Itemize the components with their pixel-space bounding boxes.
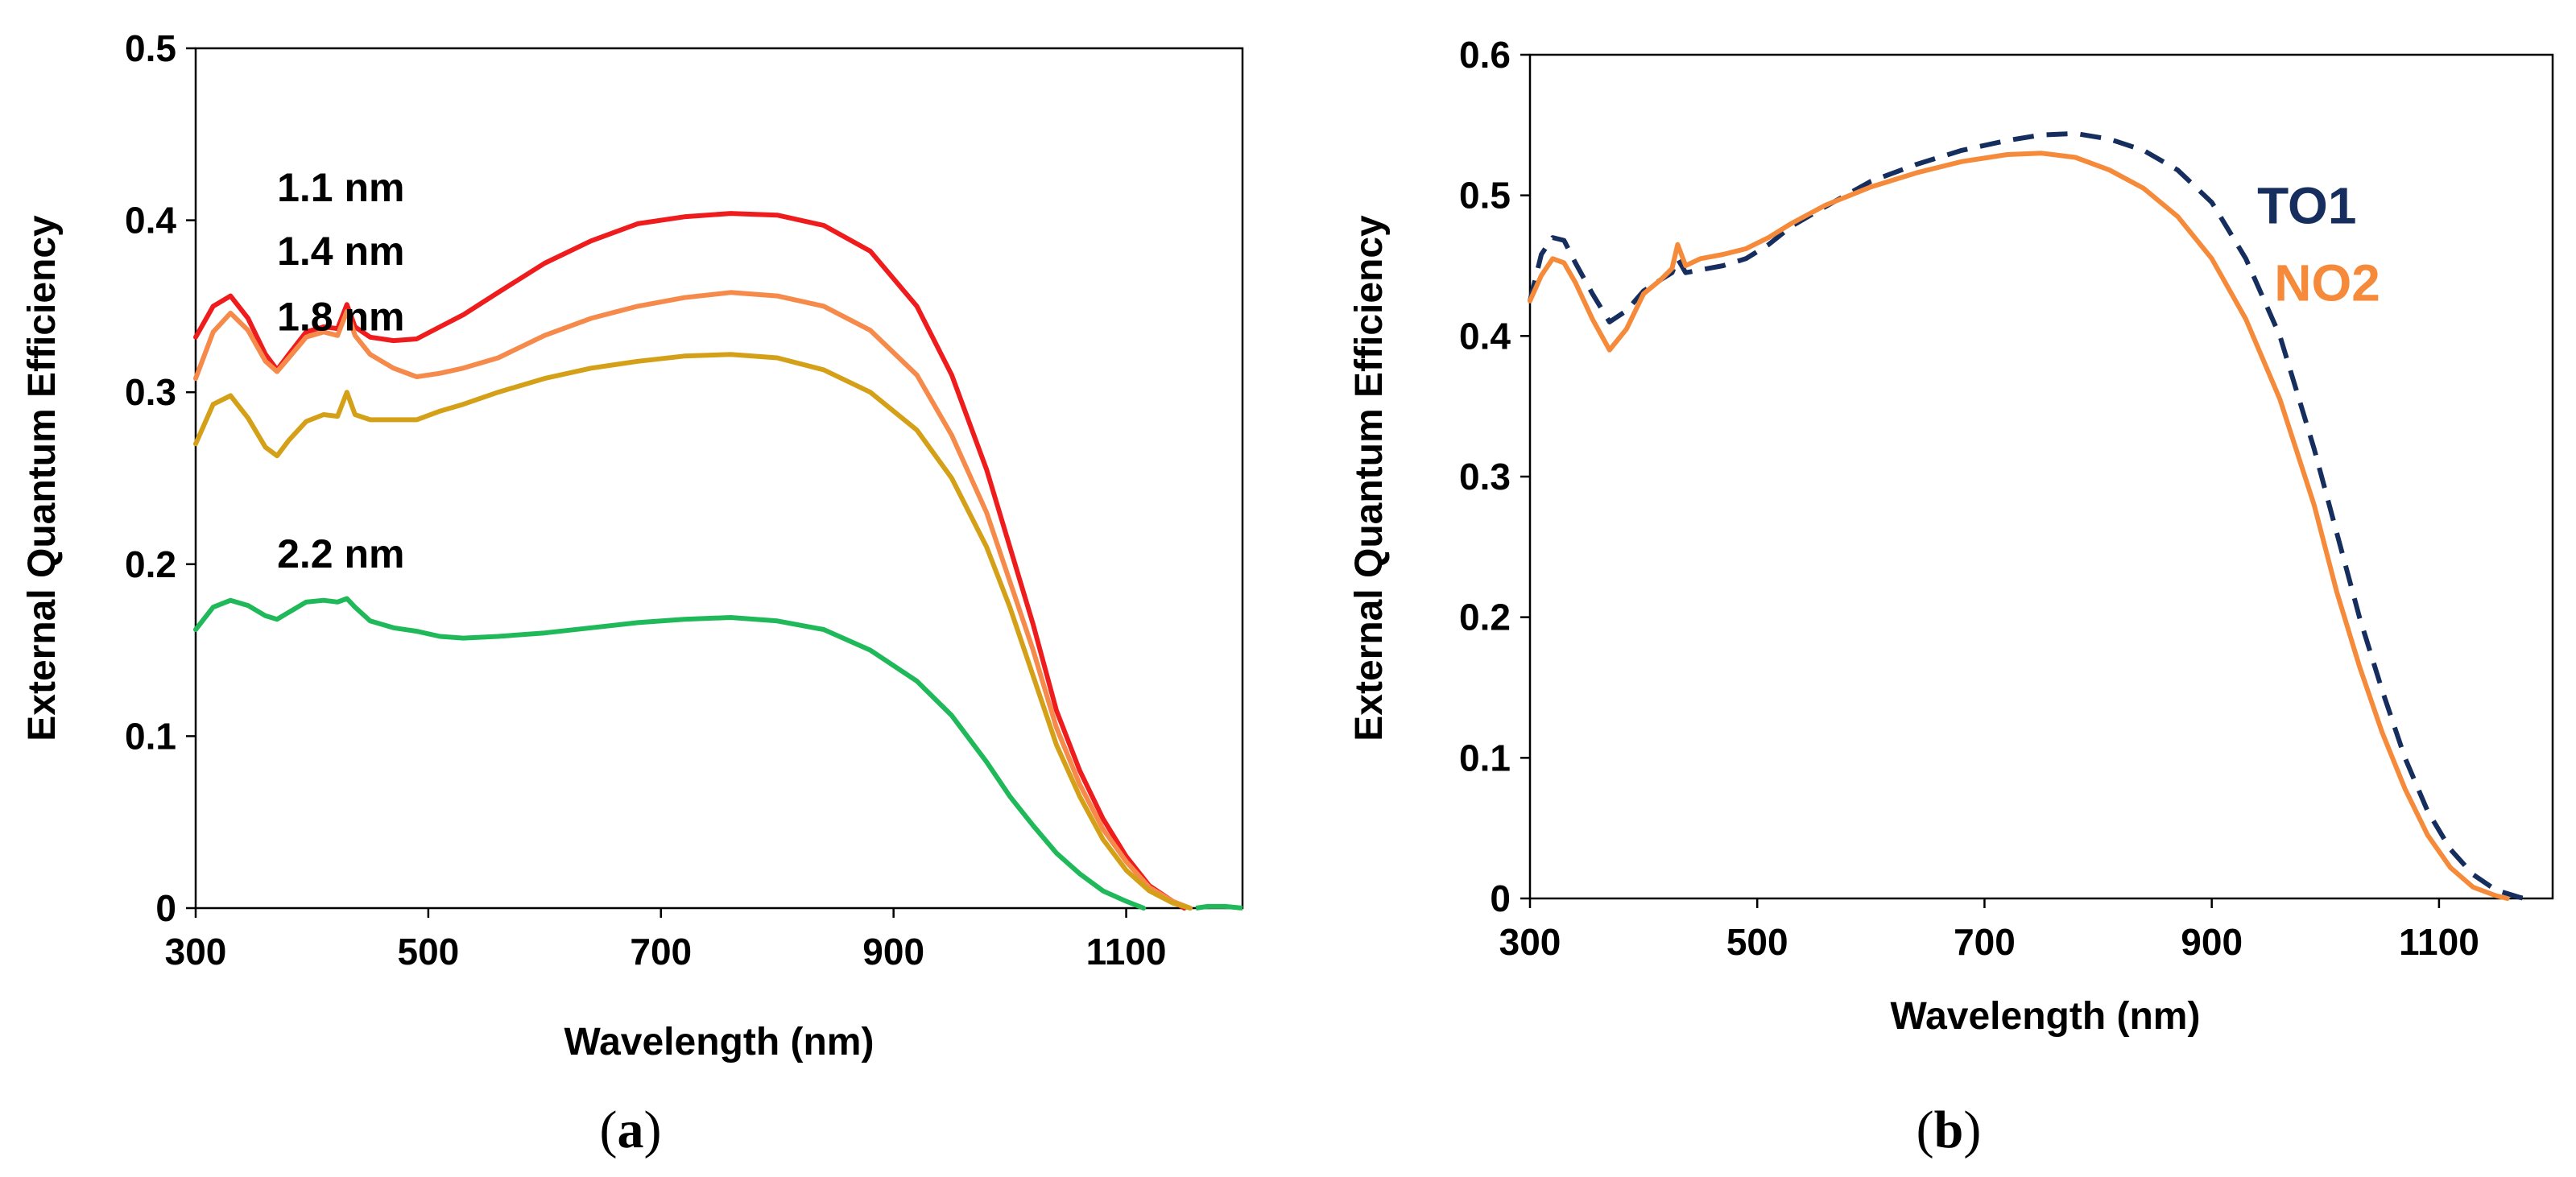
x-tick-label: 500 [1726, 921, 1788, 963]
y-tick-label: 0 [155, 887, 176, 929]
y-tick-label: 0.1 [125, 715, 176, 757]
series-lines [1528, 130, 2525, 901]
x-tick-label: 700 [630, 931, 692, 973]
series-label-to1: TO1 [2257, 177, 2356, 235]
x-tick-label: 1100 [2399, 921, 2479, 963]
x-tick-label: 300 [165, 931, 227, 973]
y-tick-label: 0.4 [125, 200, 176, 242]
series-label-no2: NO2 [2274, 254, 2380, 312]
y-tick-label: 0.6 [1459, 34, 1511, 76]
y-axis-ticks: 0 0.1 0.2 0.3 0.4 0.5 0.6 [1459, 34, 1530, 919]
y-axis-label: External Quantum Efficiency [21, 215, 64, 741]
plot-area-frame [194, 47, 1244, 910]
series-line-1-4-nm [193, 290, 1193, 911]
series-line-no2 [1528, 151, 2510, 901]
x-axis-ticks: 300 500 700 900 1100 [1499, 898, 2479, 963]
chart-panel-b: 0 0.1 0.2 0.3 0.4 0.5 0.6 300 500 700 900 1100 TO1… [1348, 34, 2554, 1159]
x-tick-label: 300 [1499, 921, 1561, 963]
series-line-2-2-nm [193, 596, 1147, 911]
caption-letter: a [618, 1101, 644, 1159]
x-tick-label: 1100 [1086, 931, 1167, 973]
series-line-tail [1195, 903, 1243, 911]
y-tick-label: 0.1 [1459, 737, 1511, 778]
x-axis-label: Wavelength (nm) [564, 1021, 875, 1063]
x-tick-label: 900 [862, 931, 924, 973]
caption-open-paren: ( [600, 1101, 618, 1159]
series-line-1-8-nm [193, 352, 1193, 911]
series-label-1-8-nm: 1.8 nm [277, 294, 404, 339]
panel-caption: (a) [600, 1101, 662, 1159]
x-tick-label: 700 [1954, 921, 2016, 963]
y-tick-label: 0.4 [1459, 315, 1511, 357]
y-tick-label: 0.3 [125, 371, 176, 413]
panel-caption: (b) [1916, 1101, 1982, 1159]
x-tick-label: 900 [2181, 921, 2243, 963]
x-axis-ticks: 300 500 700 900 1100 [165, 908, 1167, 973]
y-axis-ticks: 0 0.1 0.2 0.3 0.4 0.5 [125, 27, 196, 929]
chart-panel-a: 0 0.1 0.2 0.3 0.4 0.5 300 500 700 900 1100 1.1 nm… [21, 27, 1244, 1159]
x-axis-label: Wavelength (nm) [1891, 995, 2201, 1038]
series-line-to1 [1528, 130, 2525, 901]
series-label-1-1-nm: 1.1 nm [277, 165, 404, 210]
series-label-2-2-nm: 2.2 nm [277, 531, 404, 576]
y-tick-label: 0.5 [125, 27, 176, 69]
caption-open-paren: ( [1916, 1101, 1934, 1159]
series-labels: 1.1 nm 1.4 nm 1.8 nm 2.2 nm [277, 165, 404, 576]
x-tick-label: 500 [398, 931, 460, 973]
y-tick-label: 0 [1490, 878, 1511, 919]
y-tick-label: 0.2 [125, 543, 176, 585]
series-lines [193, 211, 1243, 911]
y-tick-label: 0.5 [1459, 175, 1511, 217]
y-tick-label: 0.2 [1459, 597, 1511, 638]
caption-close-paren: ) [1963, 1101, 1981, 1159]
y-tick-label: 0.3 [1459, 456, 1511, 498]
caption-letter: b [1934, 1101, 1964, 1159]
series-label-1-4-nm: 1.4 nm [277, 229, 404, 274]
caption-close-paren: ) [644, 1101, 662, 1159]
y-axis-label: External Quantum Efficiency [1348, 215, 1391, 741]
